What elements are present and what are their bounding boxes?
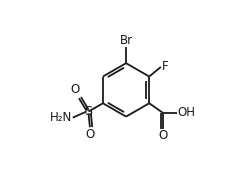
Text: F: F (162, 60, 168, 73)
Text: Br: Br (120, 34, 133, 47)
Text: H₂N: H₂N (50, 111, 72, 124)
Text: OH: OH (177, 106, 195, 119)
Text: O: O (85, 128, 94, 141)
Text: S: S (84, 105, 92, 118)
Text: O: O (71, 83, 80, 96)
Text: O: O (158, 129, 168, 142)
